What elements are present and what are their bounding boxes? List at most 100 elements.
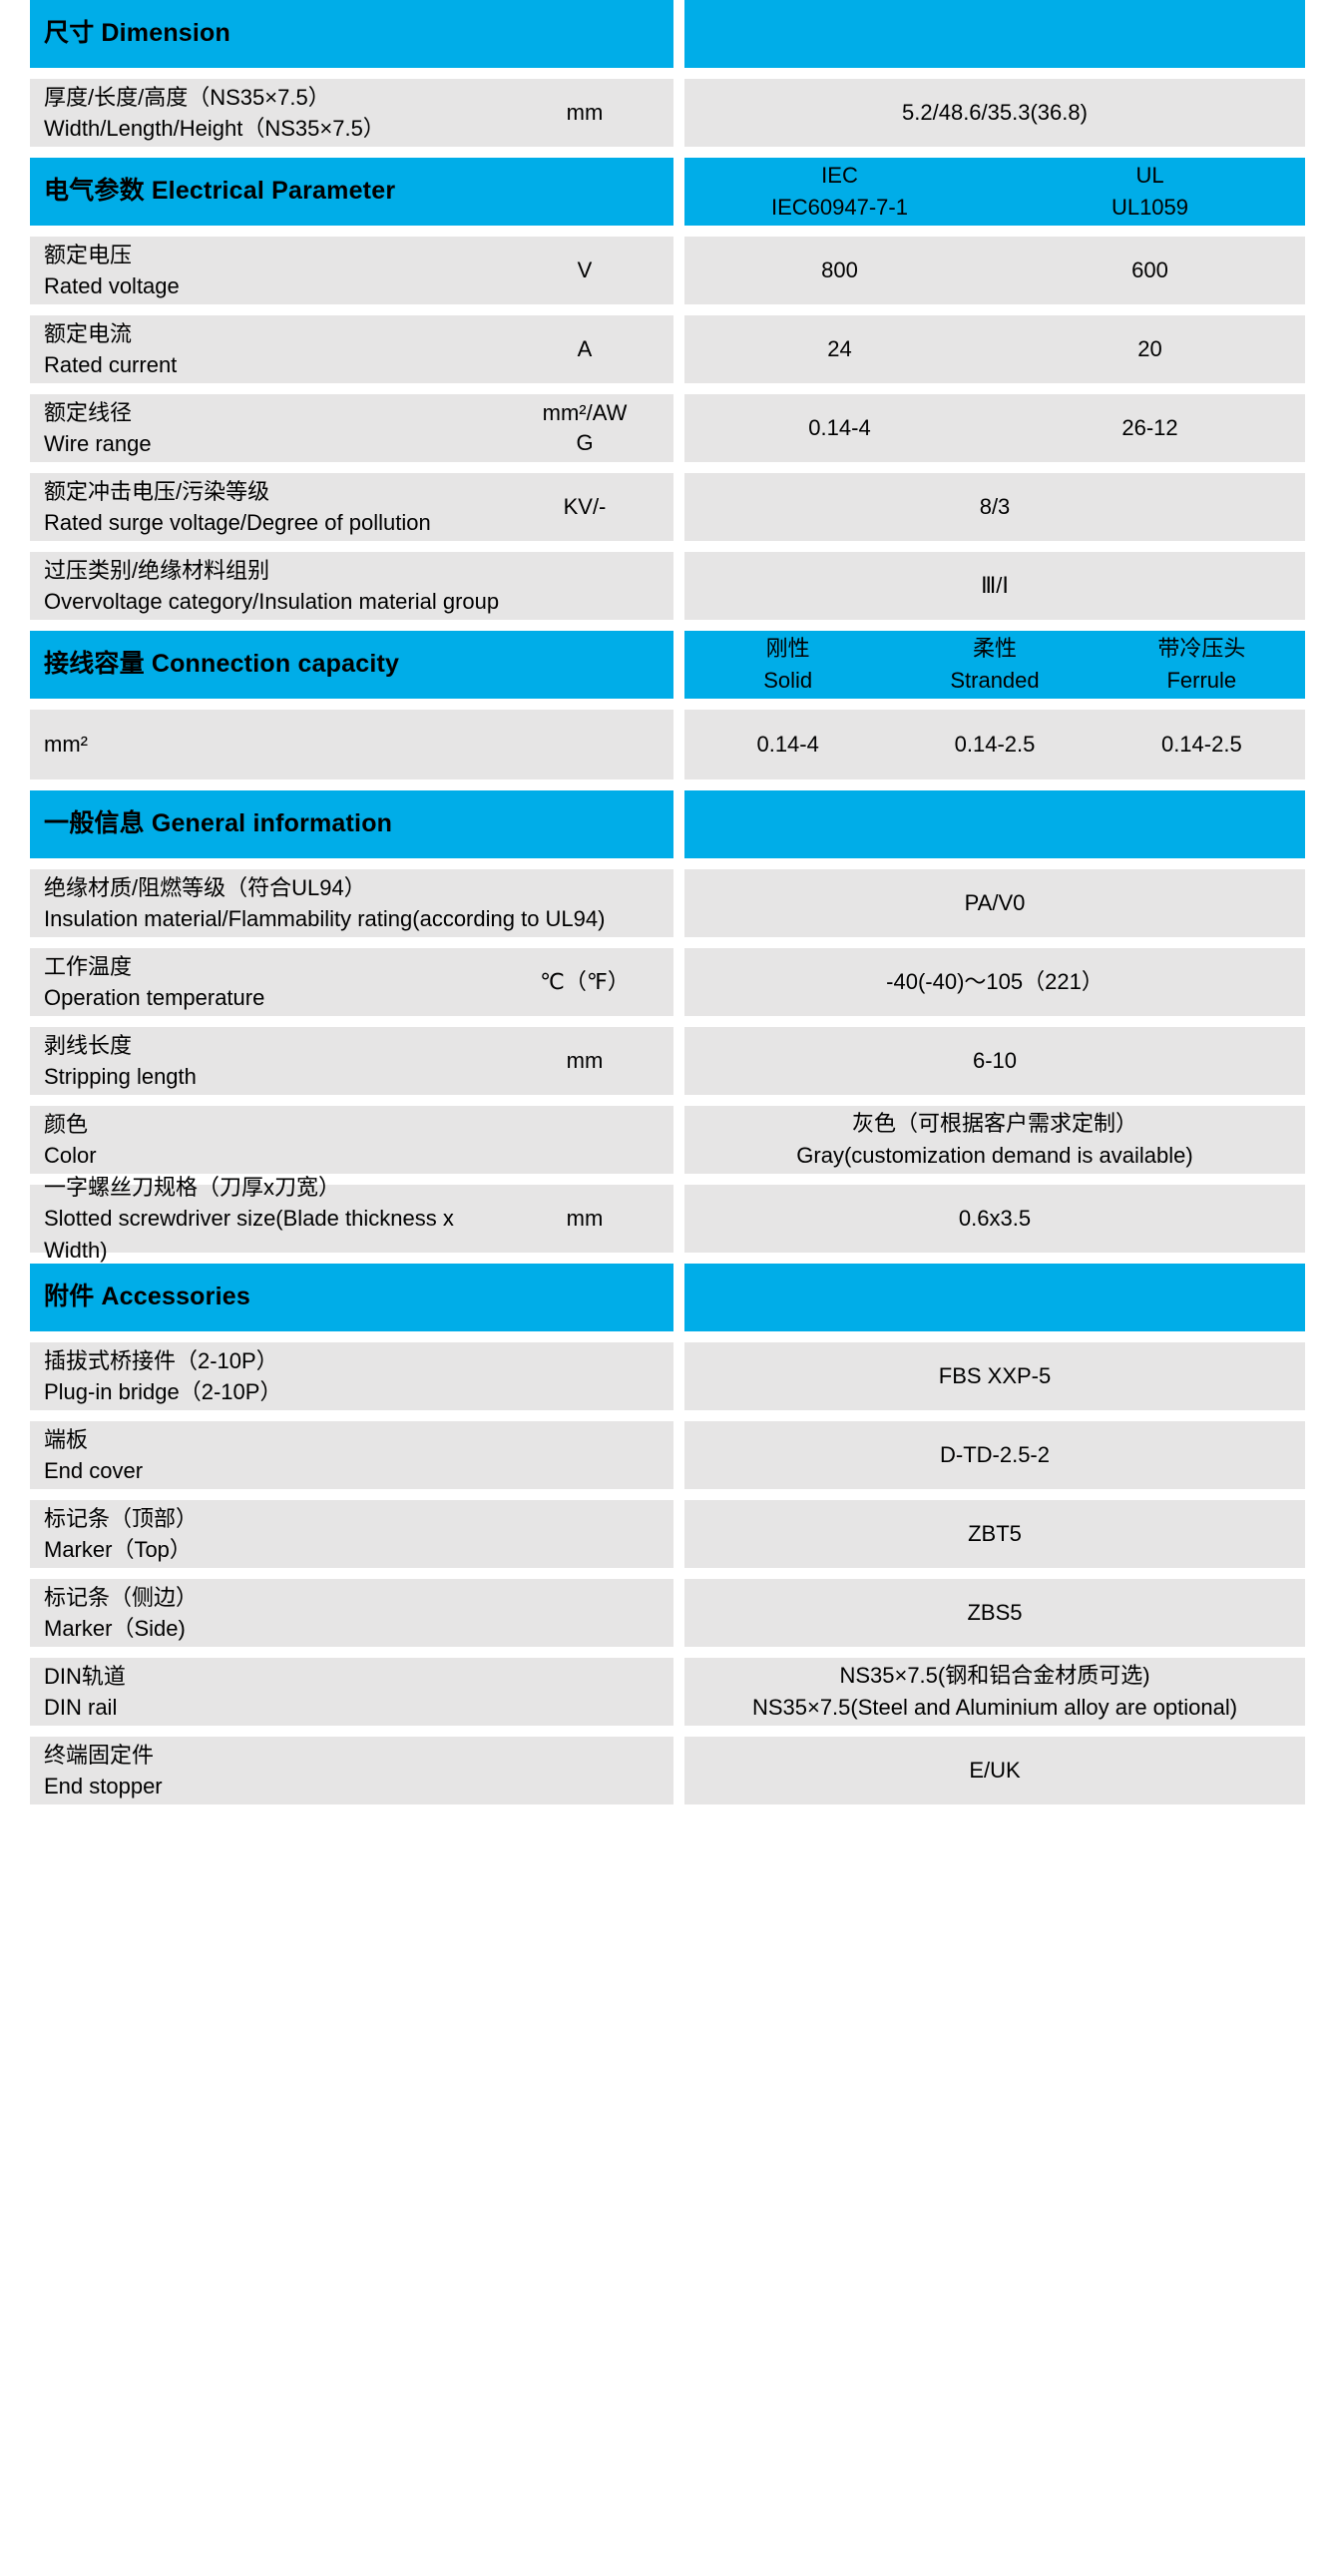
row-value-cell: 24 20 xyxy=(684,315,1305,383)
row-label-cell: 额定线径 Wire range mm²/AW G xyxy=(30,394,673,462)
row-label-cn: 一字螺丝刀规格（刀厚x刀宽） xyxy=(44,1175,341,1201)
row-values: 24 20 xyxy=(684,327,1305,371)
row-label: 额定电流 Rated current xyxy=(44,312,510,386)
table-row: 额定电压 Rated voltage V 800 600 xyxy=(30,237,1305,304)
row-value-cell: PA/V0 xyxy=(684,869,1305,937)
row-label-cn: 额定电压 xyxy=(44,242,133,267)
table-row: 工作温度 Operation temperature ℃（℉） -40(-40)～10… xyxy=(30,948,1305,1016)
row-value: -40(-40)～105（221） xyxy=(886,969,1104,995)
section-header-left-accessories: 附件 Accessories xyxy=(30,1264,673,1331)
row-label-en: Marker（Side) xyxy=(44,1616,186,1641)
row-value-cell: 8/3 xyxy=(684,473,1305,541)
row-label-cell: DIN轨道 DIN rail xyxy=(30,1658,673,1726)
row-label-cn: 剥线长度 xyxy=(44,1032,133,1058)
row-label-cn: 插拔式桥接件（2-10P） xyxy=(44,1347,278,1373)
row-values: 0.14-4 26-12 xyxy=(684,406,1305,450)
row-label-en: Operation temperature xyxy=(44,985,265,1010)
row-values: 0.14-4 0.14-2.5 0.14-2.5 xyxy=(684,723,1305,767)
row-label-cell: 工作温度 Operation temperature ℃（℉） xyxy=(30,948,673,1016)
section-header-values-electrical-parameter: IEC IEC60947-7-1 UL UL1059 xyxy=(684,158,1305,226)
row-label-en: Overvoltage category/Insulation material… xyxy=(44,589,500,614)
table-row: 厚度/长度/高度（NS35×7.5） Width/Length/Height（NS… xyxy=(30,79,1305,147)
section-header-left-connection-capacity: 接线容量 Connection capacity xyxy=(30,631,673,699)
row-label: 标记条（侧边） Marker（Side) xyxy=(44,1576,660,1650)
row-value: PA/V0 xyxy=(964,890,1026,916)
row-label-cell: 厚度/长度/高度（NS35×7.5） Width/Length/Height（NS… xyxy=(30,79,673,147)
row-value: 灰色（可根据客户需求定制） Gray(customization demand … xyxy=(796,1111,1193,1168)
table-row: 过压类别/绝缘材料组别 Overvoltage category/Insulati… xyxy=(30,552,1305,620)
row-value: 20 xyxy=(1137,336,1162,362)
row-label-cn: 终端固定件 xyxy=(44,1742,155,1768)
row-unit: ℃（℉） xyxy=(540,969,630,995)
table-row: 颜色 Color 灰色（可根据客户需求定制） Gray(customization … xyxy=(30,1106,1305,1174)
row-value: 0.14-2.5 xyxy=(954,732,1036,758)
table-row: 绝缘材质/阻燃等级（符合UL94） Insulation material/Fla… xyxy=(30,869,1305,937)
row-label-cell: 剥线长度 Stripping length mm xyxy=(30,1027,673,1095)
row-values: 800 600 xyxy=(684,249,1305,292)
value-column-header: 柔性 Stranded xyxy=(950,636,1040,693)
value-column-header: UL UL1059 xyxy=(1111,163,1189,220)
row-label-en: Marker（Top） xyxy=(44,1537,192,1562)
row-value-cell: FBS XXP-5 xyxy=(684,1342,1305,1410)
section-header-row-electrical-parameter: 电气参数 Electrical Parameter IEC IEC60947-7-1… xyxy=(30,158,1305,226)
row-label-cn: DIN轨道 xyxy=(44,1663,126,1689)
row-value: Ⅲ/Ⅰ xyxy=(981,573,1009,599)
table-row: 插拔式桥接件（2-10P） Plug-in bridge（2-10P） FBS XX… xyxy=(30,1342,1305,1410)
row-label-cell: 端板 End cover xyxy=(30,1421,673,1489)
row-value-cell: ZBS5 xyxy=(684,1579,1305,1647)
row-label-cn: 颜色 xyxy=(44,1111,89,1137)
row-label-cell: 颜色 Color xyxy=(30,1106,673,1174)
row-label-en: Rated voltage xyxy=(44,273,180,298)
section-title-general-information: 一般信息 General information xyxy=(44,808,392,839)
row-label: 插拔式桥接件（2-10P） Plug-in bridge（2-10P） xyxy=(44,1339,660,1413)
row-value-cell: 0.14-4 0.14-2.5 0.14-2.5 xyxy=(684,710,1305,779)
row-label-cn: 绝缘材质/阻燃等级（符合UL94） xyxy=(44,874,366,900)
row-label-en: Insulation material/Flammability rating(… xyxy=(44,906,606,931)
row-value-cell: 6-10 xyxy=(684,1027,1305,1095)
row-value: 26-12 xyxy=(1121,415,1178,441)
row-label-en: Plug-in bridge（2-10P） xyxy=(44,1379,282,1404)
row-label-en: Rated current xyxy=(44,352,178,377)
row-label-cell: 额定电压 Rated voltage V xyxy=(30,237,673,304)
section-title-cn: 接线容量 xyxy=(44,650,145,679)
row-label-cn: 额定电流 xyxy=(44,320,133,346)
section-header-values-accessories xyxy=(684,1264,1305,1331)
value-column-header: 带冷压头 Ferrule xyxy=(1157,636,1246,693)
section-title-cn: 尺寸 xyxy=(44,19,95,48)
section-header-values-dimension xyxy=(684,0,1305,68)
row-label: 绝缘材质/阻燃等级（符合UL94） Insulation material/Fla… xyxy=(44,866,660,940)
section-header-left-general-information: 一般信息 General information xyxy=(30,790,673,858)
row-label-en: Slotted screwdriver size(Blade thickness… xyxy=(44,1206,460,1263)
section-title-cn: 附件 xyxy=(44,1283,95,1311)
table-row: 额定冲击电压/污染等级 Rated surge voltage/Degree of… xyxy=(30,473,1305,541)
section-title-cn: 电气参数 xyxy=(44,177,145,206)
row-unit: mm xyxy=(566,100,604,126)
row-label-cell: 绝缘材质/阻燃等级（符合UL94） Insulation material/Fla… xyxy=(30,869,673,937)
row-value: 24 xyxy=(827,336,852,362)
row-value-cell: 0.6x3.5 xyxy=(684,1185,1305,1253)
row-value-cell: D-TD-2.5-2 xyxy=(684,1421,1305,1489)
section-title-en: Connection capacity xyxy=(151,650,400,679)
row-value: 6-10 xyxy=(972,1048,1018,1074)
row-label-cn: 端板 xyxy=(44,1426,89,1452)
section-title-dimension: 尺寸 Dimension xyxy=(44,18,230,49)
row-label: 终端固定件 End stopper xyxy=(44,1734,660,1807)
table-row: 剥线长度 Stripping length mm 6-10 xyxy=(30,1027,1305,1095)
row-value: FBS XXP-5 xyxy=(938,1363,1052,1389)
row-label-cn: 额定冲击电压/污染等级 xyxy=(44,478,270,504)
section-header-row-general-information: 一般信息 General information xyxy=(30,790,1305,858)
row-label: 厚度/长度/高度（NS35×7.5） Width/Length/Height（NS… xyxy=(44,76,510,150)
section-title-accessories: 附件 Accessories xyxy=(44,1282,250,1312)
value-column-headers: IEC IEC60947-7-1 UL UL1059 xyxy=(684,154,1305,230)
row-value: 5.2/48.6/35.3(36.8) xyxy=(902,100,1088,126)
row-label: 额定电压 Rated voltage xyxy=(44,234,510,307)
table-row: 终端固定件 End stopper E/UK xyxy=(30,1737,1305,1804)
row-value: 0.14-2.5 xyxy=(1160,732,1242,758)
row-label: DIN轨道 DIN rail xyxy=(44,1655,660,1729)
row-value: 0.6x3.5 xyxy=(958,1206,1032,1232)
row-label: 额定冲击电压/污染等级 Rated surge voltage/Degree of… xyxy=(44,470,510,544)
row-value-cell: 800 600 xyxy=(684,237,1305,304)
section-title-en: Electrical Parameter xyxy=(151,177,396,206)
table-row: 标记条（顶部） Marker（Top） ZBT5 xyxy=(30,1500,1305,1568)
value-column-header: IEC IEC60947-7-1 xyxy=(771,163,908,220)
